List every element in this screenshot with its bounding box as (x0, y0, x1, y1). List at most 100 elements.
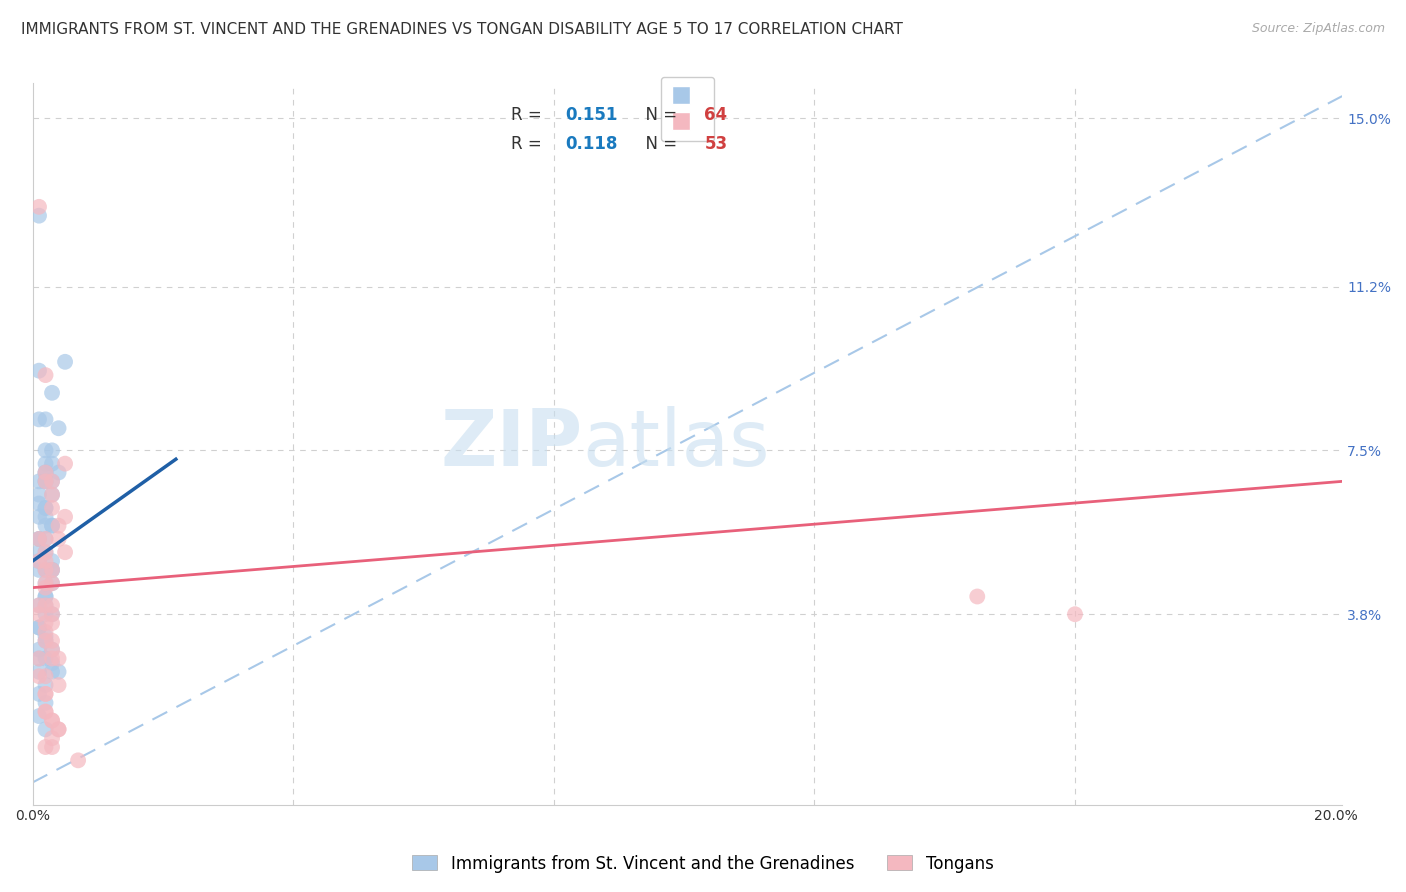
Point (34, 624, 56, 639)
Point (28, 554, 51, 568)
Point (34, 629, 56, 643)
Point (28, 563, 51, 577)
Point (28, 687, 51, 701)
Text: 0.118: 0.118 (565, 136, 617, 153)
Point (34, 599, 56, 613)
Text: N =: N = (636, 106, 682, 124)
Point (34, 518, 56, 533)
Point (41, 576, 63, 591)
Point (34, 466, 56, 480)
Point (34, 678, 56, 692)
Point (41, 457, 63, 471)
Point (34, 532, 56, 546)
Point (34, 545, 56, 559)
Point (28, 496, 51, 510)
Point (48, 678, 70, 692)
Point (28, 200, 51, 214)
Point (48, 723, 70, 737)
Point (41, 443, 63, 458)
Point (41, 518, 63, 533)
Point (41, 607, 63, 622)
Text: Source: ZipAtlas.com: Source: ZipAtlas.com (1251, 22, 1385, 36)
Point (34, 616, 56, 631)
Point (53, 355, 76, 369)
Text: R =: R = (510, 136, 547, 153)
Point (41, 651, 63, 665)
Point (48, 466, 70, 480)
Point (34, 705, 56, 719)
Point (41, 616, 63, 631)
Legend: Immigrants from St. Vincent and the Grenadines, Tongans: Immigrants from St. Vincent and the Gren… (406, 848, 1000, 880)
Point (41, 563, 63, 577)
Point (53, 509, 76, 524)
Point (28, 554, 51, 568)
Point (34, 554, 56, 568)
Point (34, 545, 56, 559)
Point (41, 714, 63, 728)
Point (41, 633, 63, 648)
Point (34, 457, 56, 471)
Point (48, 532, 70, 546)
Point (34, 466, 56, 480)
Point (34, 576, 56, 591)
Point (28, 412, 51, 426)
Point (41, 475, 63, 489)
Text: IMMIGRANTS FROM ST. VINCENT AND THE GRENADINES VS TONGAN DISABILITY AGE 5 TO 17 : IMMIGRANTS FROM ST. VINCENT AND THE GREN… (21, 22, 903, 37)
Text: N =: N = (636, 136, 682, 153)
Point (28, 620, 51, 634)
Text: 53: 53 (704, 136, 727, 153)
Point (34, 509, 56, 524)
Point (41, 488, 63, 502)
Point (28, 642, 51, 657)
Point (41, 563, 63, 577)
Point (34, 687, 56, 701)
Point (34, 475, 56, 489)
Point (48, 723, 70, 737)
Point (41, 740, 63, 755)
Point (28, 209, 51, 223)
Point (34, 500, 56, 515)
Point (48, 421, 70, 435)
Point (34, 696, 56, 710)
Point (41, 714, 63, 728)
Point (41, 475, 63, 489)
Point (34, 669, 56, 683)
Point (28, 620, 51, 634)
Point (28, 651, 51, 665)
Point (28, 532, 51, 546)
Point (34, 705, 56, 719)
Point (34, 723, 56, 737)
Text: atlas: atlas (582, 406, 770, 482)
Point (48, 518, 70, 533)
Point (34, 581, 56, 595)
Point (28, 532, 51, 546)
Point (34, 590, 56, 604)
Point (966, 590, 988, 604)
Text: 0.151: 0.151 (565, 106, 617, 124)
Point (41, 554, 63, 568)
Point (28, 665, 51, 679)
Point (34, 500, 56, 515)
Point (28, 532, 51, 546)
Point (41, 599, 63, 613)
Point (28, 488, 51, 502)
Point (41, 576, 63, 591)
Point (34, 607, 56, 622)
Point (34, 633, 56, 648)
Point (41, 665, 63, 679)
Point (41, 488, 63, 502)
Point (34, 466, 56, 480)
Text: 64: 64 (704, 106, 727, 124)
Point (41, 385, 63, 400)
Point (34, 532, 56, 546)
Point (41, 607, 63, 622)
Point (28, 709, 51, 723)
Point (34, 563, 56, 577)
Point (34, 443, 56, 458)
Point (34, 687, 56, 701)
Point (34, 740, 56, 755)
Point (28, 545, 51, 559)
Point (34, 563, 56, 577)
Point (28, 599, 51, 613)
Point (28, 607, 51, 622)
